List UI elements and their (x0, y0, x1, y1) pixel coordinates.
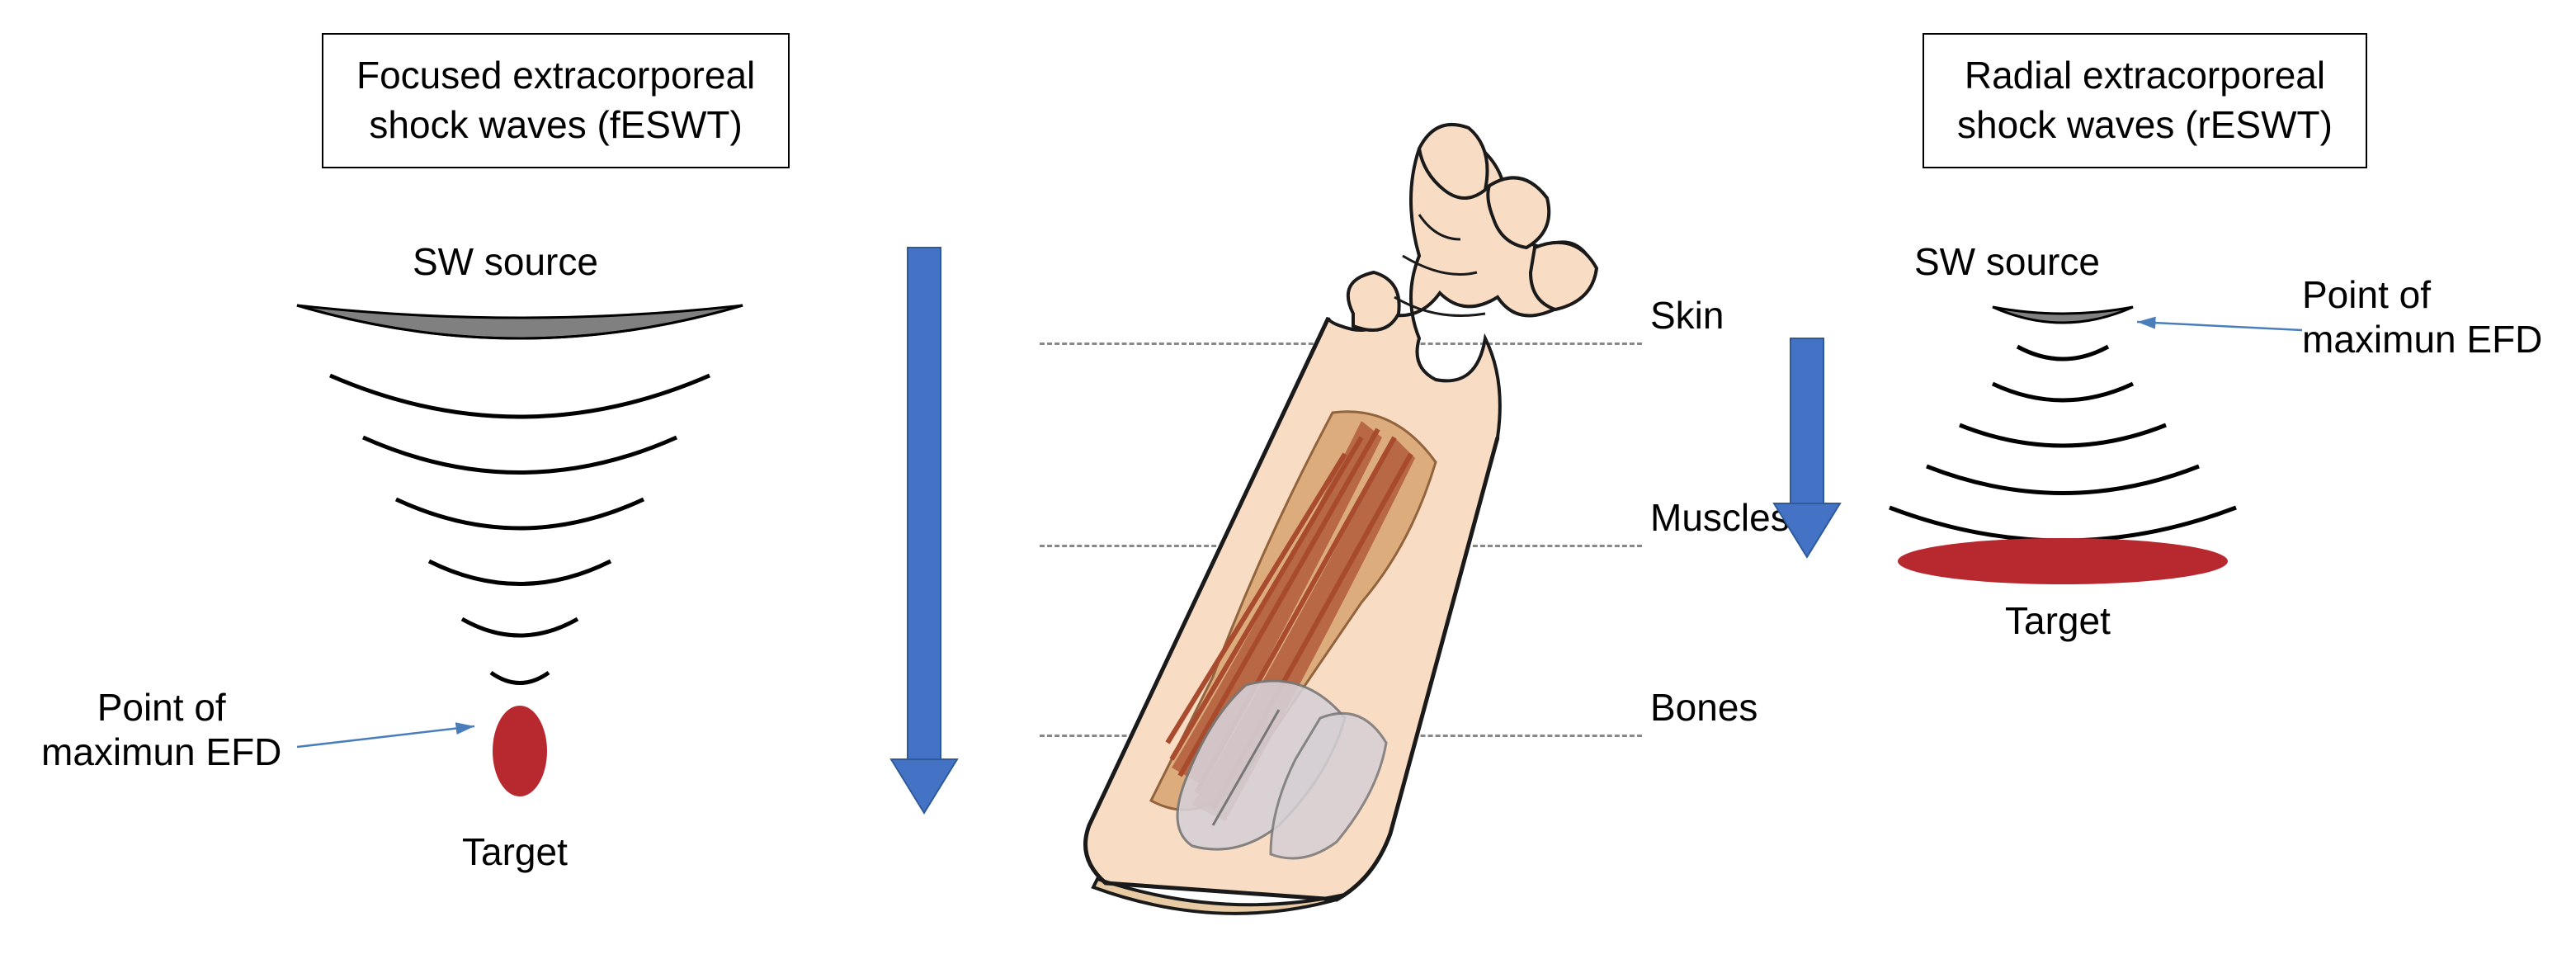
right-waves (1890, 347, 2236, 541)
right-depth-arrow (1774, 338, 1840, 557)
left-target-ellipse (493, 706, 547, 796)
right-source-dish (1993, 307, 2133, 323)
left-depth-arrow (891, 248, 957, 813)
diagram-svg (0, 0, 2576, 978)
anatomy-illustration (1086, 125, 1597, 914)
left-waves (330, 376, 710, 683)
right-efd-arrow (2137, 322, 2302, 330)
right-target-ellipse (1898, 538, 2228, 584)
left-efd-arrow (297, 726, 474, 747)
